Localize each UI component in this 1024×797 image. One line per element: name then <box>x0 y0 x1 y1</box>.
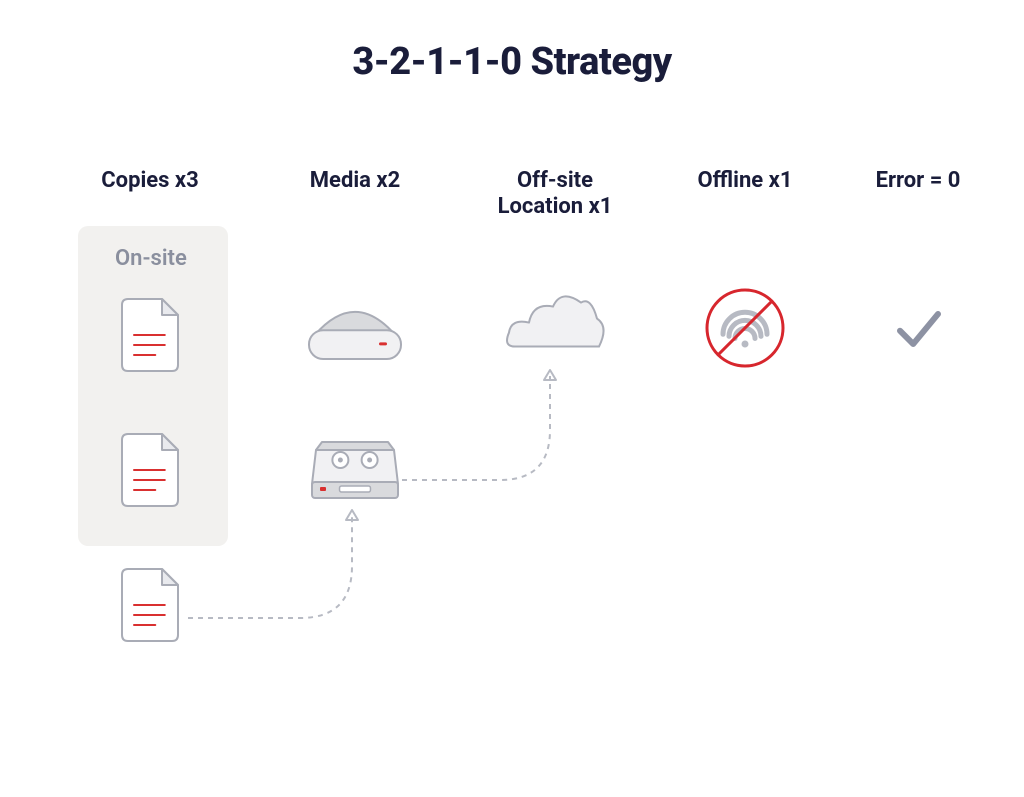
arrow-tape-to-cloud <box>402 370 556 480</box>
tape-drive-icon <box>312 442 398 498</box>
no-wifi-icon <box>707 290 783 366</box>
cloud-icon <box>507 296 604 346</box>
hard-drive-icon <box>309 312 401 359</box>
diagram-svg <box>0 0 1024 797</box>
arrow-doc-to-tape <box>188 510 358 618</box>
document-icon <box>122 299 178 371</box>
document-icon <box>122 569 178 641</box>
checkmark-icon <box>900 314 938 344</box>
document-icon <box>122 434 178 506</box>
infographic-stage: 3-2-1-1-0 Strategy Copies x3 Media x2 Of… <box>0 0 1024 797</box>
